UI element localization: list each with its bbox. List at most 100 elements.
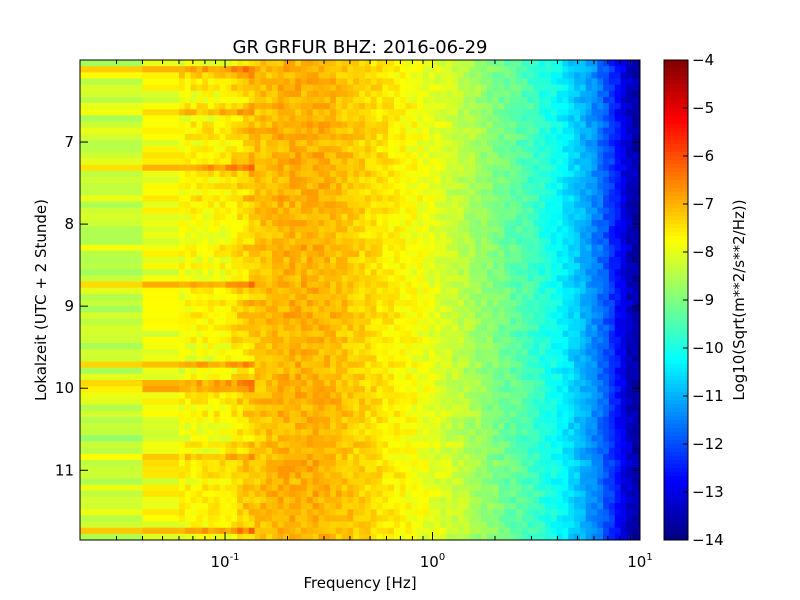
heatmap-cell — [289, 60, 296, 67]
heatmap-cell — [393, 423, 401, 430]
heatmap-cell — [364, 207, 372, 215]
heatmap-cell — [457, 103, 465, 110]
heatmap-cell — [533, 416, 540, 424]
heatmap-cell — [492, 386, 499, 393]
heatmap-cell — [213, 416, 221, 424]
heatmap-cell — [568, 336, 575, 344]
heatmap-cell — [556, 380, 563, 387]
heatmap-cell — [80, 244, 143, 252]
heatmap-cell — [620, 60, 627, 67]
heatmap-cell — [423, 398, 430, 406]
heatmap-cell — [213, 183, 221, 190]
heatmap-cell — [231, 84, 238, 92]
heatmap-cell — [481, 410, 488, 418]
heatmap-cell — [353, 287, 360, 295]
heatmap-cell — [521, 213, 528, 221]
heatmap-cell — [440, 164, 447, 172]
heatmap-cell — [603, 201, 610, 209]
heatmap-cell — [545, 380, 552, 387]
heatmap-cell — [579, 380, 587, 387]
heatmap-cell — [423, 269, 430, 276]
heatmap-cell — [515, 404, 523, 412]
heatmap-cell — [184, 121, 192, 129]
heatmap-cell — [225, 392, 232, 399]
heatmap-cell — [562, 275, 569, 282]
heatmap-cell — [608, 300, 616, 307]
heatmap-cell — [423, 392, 430, 399]
heatmap-cell — [603, 170, 610, 178]
heatmap-cell — [364, 189, 372, 196]
heatmap-cell — [306, 423, 314, 430]
heatmap-cell — [324, 84, 331, 92]
heatmap-cell — [370, 60, 377, 67]
heatmap-cell — [574, 404, 581, 412]
heatmap-cell — [492, 287, 499, 295]
heatmap-cell — [260, 281, 267, 289]
heatmap-cell — [614, 140, 621, 147]
heatmap-cell — [545, 263, 552, 270]
heatmap-cell — [440, 263, 447, 270]
heatmap-cell — [289, 103, 296, 110]
heatmap-cell — [515, 72, 523, 79]
heatmap-cell — [382, 201, 389, 209]
heatmap-cell — [283, 121, 290, 129]
heatmap-cell — [486, 361, 494, 369]
heatmap-cell — [568, 330, 575, 338]
heatmap-cell — [208, 232, 215, 239]
heatmap-cell — [637, 343, 641, 350]
heatmap-cell — [330, 220, 337, 227]
heatmap-cell — [376, 78, 383, 86]
heatmap-cell — [213, 361, 221, 369]
heatmap-cell — [382, 373, 389, 381]
heatmap-cell — [324, 201, 331, 209]
heatmap-cell — [434, 152, 441, 159]
heatmap-cell — [597, 349, 604, 356]
heatmap-cell — [504, 269, 511, 276]
heatmap-cell — [568, 429, 575, 436]
heatmap-cell — [481, 103, 488, 110]
heatmap-cell — [254, 367, 261, 375]
heatmap-cell — [417, 367, 424, 375]
heatmap-cell — [446, 343, 453, 350]
heatmap-cell — [382, 244, 389, 252]
heatmap-cell — [283, 96, 290, 104]
heatmap-cell — [515, 263, 523, 270]
heatmap-cell — [80, 380, 143, 387]
heatmap-cell — [399, 127, 406, 135]
heatmap-cell — [527, 416, 534, 424]
heatmap-cell — [289, 72, 296, 79]
heatmap-cell — [330, 336, 337, 344]
heatmap-cell — [545, 244, 552, 252]
heatmap-cell — [504, 103, 511, 110]
heatmap-cell — [521, 78, 528, 86]
heatmap-cell — [626, 84, 633, 92]
heatmap-cell — [312, 127, 319, 135]
heatmap-cell — [196, 361, 203, 369]
heatmap-cell — [266, 324, 273, 332]
heatmap-cell — [376, 244, 383, 252]
heatmap-cell — [260, 300, 267, 307]
heatmap-cell — [504, 256, 511, 264]
heatmap-cell — [208, 386, 215, 393]
heatmap-cell — [376, 423, 383, 430]
heatmap-cell — [614, 380, 621, 387]
heatmap-cell — [399, 312, 406, 319]
heatmap-cell — [283, 72, 290, 79]
heatmap-cell — [289, 330, 296, 338]
heatmap-cell — [266, 343, 273, 350]
heatmap-cell — [277, 207, 284, 215]
heatmap-cell — [382, 72, 389, 79]
heatmap-cell — [202, 176, 209, 184]
heatmap-cell — [637, 72, 641, 79]
heatmap-cell — [370, 404, 377, 412]
heatmap-cell — [510, 244, 517, 252]
heatmap-cell — [208, 244, 215, 252]
heatmap-cell — [347, 410, 354, 418]
heatmap-cell — [312, 306, 319, 313]
heatmap-cell — [376, 60, 383, 67]
heatmap-cell — [324, 330, 331, 338]
heatmap-cell — [364, 324, 372, 332]
heatmap-cell — [306, 416, 314, 424]
heatmap-cell — [184, 72, 192, 79]
heatmap-cell — [318, 201, 325, 209]
